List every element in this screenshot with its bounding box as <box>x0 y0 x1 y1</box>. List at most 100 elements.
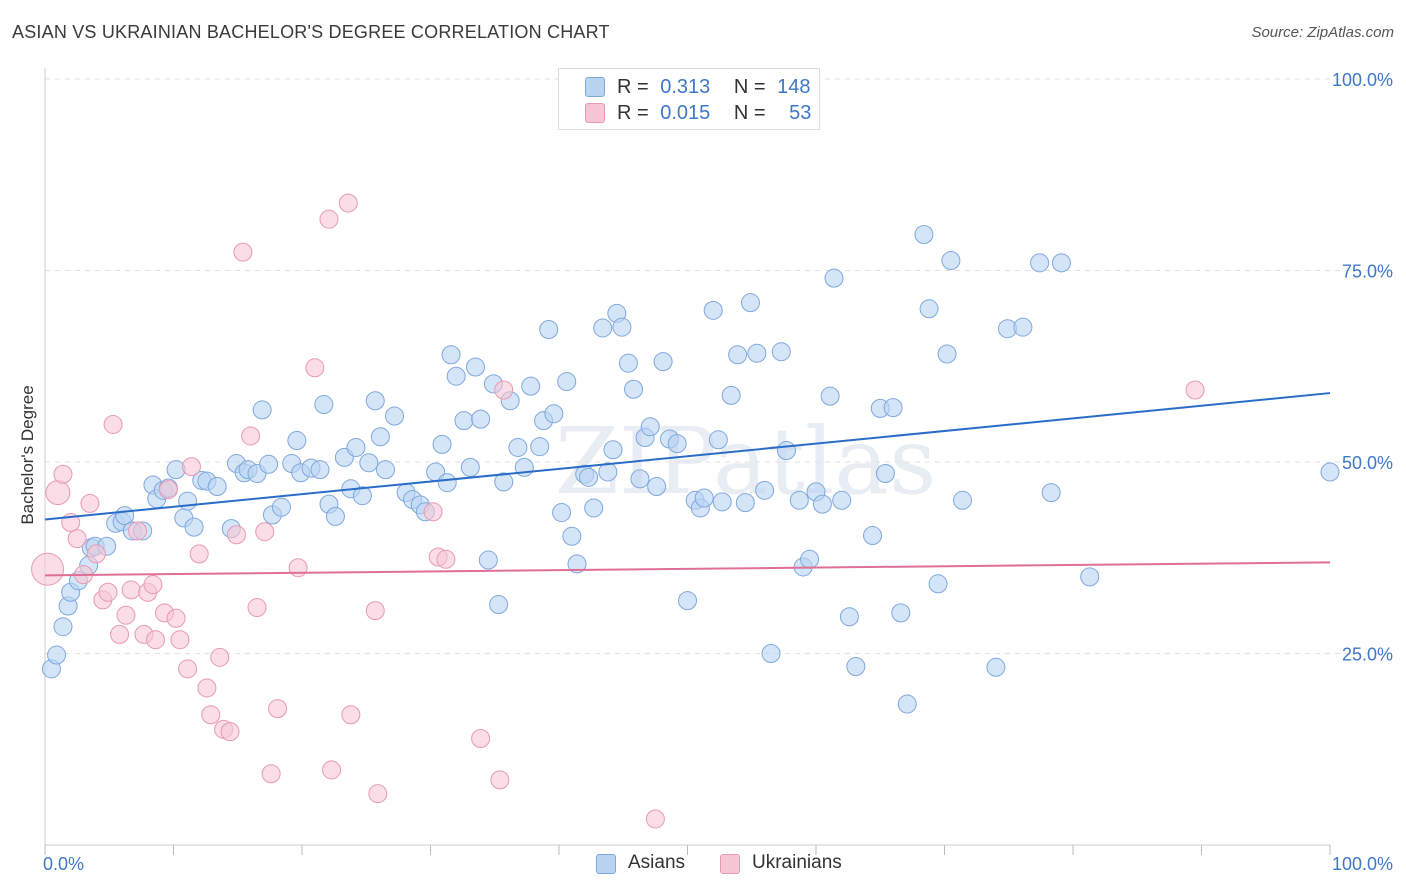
ukrainians-point <box>1185 380 1205 400</box>
asians-point <box>937 344 957 364</box>
asians-point <box>593 318 613 338</box>
chart-title: ASIAN VS UKRAINIAN BACHELOR'S DEGREE COR… <box>12 22 610 42</box>
asians-point <box>325 506 345 526</box>
ukrainians-point <box>80 493 100 513</box>
asians-point <box>883 398 903 418</box>
asians-point <box>489 594 509 614</box>
asians-point <box>471 409 491 429</box>
ukrainians-point <box>210 647 230 667</box>
asians-point <box>508 437 528 457</box>
ukrainians-point <box>189 544 209 564</box>
y-axis-label: Bachelor's Degree <box>18 385 37 525</box>
stats-text: R = 0.015 N = 53 <box>617 102 811 125</box>
asians-point <box>776 441 796 461</box>
ukrainians-point <box>255 522 275 542</box>
ukrainians-point <box>247 598 267 618</box>
asians-point <box>47 645 67 665</box>
ukrainians-point <box>98 582 118 602</box>
y-tick-label: 50.0% <box>1342 453 1393 473</box>
asians-point <box>712 492 732 512</box>
asians-point <box>789 490 809 510</box>
asians-point <box>667 434 687 454</box>
ukrainians-point <box>233 242 253 262</box>
asians-point <box>647 477 667 497</box>
asians-point <box>259 454 279 474</box>
r-label: R = <box>617 76 649 98</box>
ukrainians-point <box>67 529 87 549</box>
ukrainians-point <box>423 502 443 522</box>
asians-point <box>755 480 775 500</box>
ukrainians-point <box>490 770 510 790</box>
ukrainians-point <box>645 809 665 829</box>
asians-point <box>919 299 939 319</box>
ukrainians-point <box>436 549 456 569</box>
y-tick-label: 100.0% <box>1332 70 1393 90</box>
asians-point <box>653 352 673 372</box>
asians-point <box>612 317 632 337</box>
asians-point <box>1041 483 1061 503</box>
asians-point <box>728 345 748 365</box>
asians-point <box>603 440 623 460</box>
legend-label-asians: Asians <box>628 852 686 873</box>
asians-point <box>1051 253 1071 273</box>
ukrainians-legend-swatch <box>720 854 740 874</box>
asians-point <box>812 494 832 514</box>
ukrainians-point <box>365 601 385 621</box>
asians-point <box>567 554 587 574</box>
asians-point <box>494 472 514 492</box>
asians-point <box>53 617 73 637</box>
asians-point <box>557 372 577 392</box>
asians-point <box>579 467 599 487</box>
asians-legend-swatch <box>596 854 616 874</box>
asians-point <box>820 386 840 406</box>
asians-point <box>624 379 644 399</box>
y-tick-label: 75.0% <box>1342 262 1393 282</box>
asians-point <box>465 357 485 377</box>
ukrainians-point <box>201 705 221 725</box>
ukrainians-point <box>261 764 281 784</box>
ukrainians-point <box>178 659 198 679</box>
y-tick-label: 25.0% <box>1342 645 1393 665</box>
ukrainians-point <box>181 457 201 477</box>
asians-point <box>552 503 572 523</box>
ukrainians-point <box>86 544 106 564</box>
asians-point <box>771 342 791 362</box>
asians-point <box>640 417 660 437</box>
ukrainians-point <box>53 464 73 484</box>
ukrainians-point <box>226 525 246 545</box>
asians-point <box>441 345 461 365</box>
asians-point <box>539 319 559 339</box>
asians-point <box>740 293 760 313</box>
asians-point <box>460 457 480 477</box>
ukrainians-point <box>158 480 178 500</box>
asians-point <box>891 603 911 623</box>
asians-point <box>914 224 934 244</box>
asians-point <box>365 391 385 411</box>
asians-point <box>747 343 767 363</box>
ukrainians-trend-line <box>44 561 1331 577</box>
asians-point <box>1030 253 1050 273</box>
n-label: N = <box>733 76 766 98</box>
x-tick-label: 0.0% <box>43 854 84 874</box>
asians-point <box>178 491 198 511</box>
ukrainians-point <box>288 558 308 578</box>
ukrainians-point <box>146 630 166 650</box>
ukrainians-point <box>471 729 491 749</box>
asians-point <box>314 395 334 415</box>
asians-point <box>521 376 541 396</box>
legend-label-ukrainians: Ukrainians <box>752 852 842 873</box>
x-tick-label: 100.0% <box>1332 854 1393 874</box>
asians-point <box>310 460 330 480</box>
asians-point <box>832 490 852 510</box>
ukrainians-point <box>338 193 358 213</box>
asians-point <box>346 437 366 457</box>
asians-point <box>735 493 755 513</box>
ukrainians-point <box>368 784 388 804</box>
asians-point <box>1320 462 1340 482</box>
asians-point <box>863 526 883 546</box>
n-value: 148 <box>777 76 811 98</box>
ukrainians-point <box>143 575 163 595</box>
asians-point <box>359 453 379 473</box>
asians-point <box>370 427 390 447</box>
ukrainians-point <box>103 414 123 434</box>
